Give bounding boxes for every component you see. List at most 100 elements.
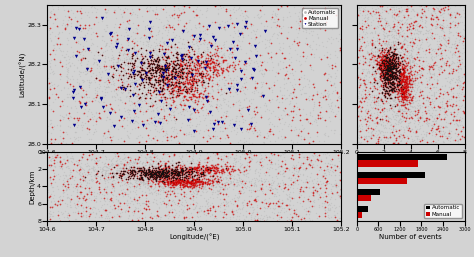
Point bbox=[385, 65, 392, 69]
Point bbox=[387, 62, 395, 66]
Point bbox=[176, 97, 184, 101]
Point bbox=[300, 73, 308, 77]
Point bbox=[458, 136, 466, 140]
Point bbox=[419, 81, 426, 86]
Point bbox=[398, 8, 405, 12]
Point bbox=[91, 88, 99, 92]
Point bbox=[63, 74, 70, 78]
Point bbox=[387, 74, 394, 78]
Point bbox=[199, 72, 207, 76]
Point bbox=[172, 76, 179, 80]
Point bbox=[182, 152, 190, 156]
Point bbox=[114, 162, 121, 166]
Point bbox=[174, 15, 182, 19]
Point bbox=[400, 73, 408, 77]
Point bbox=[455, 67, 462, 71]
Point bbox=[202, 60, 210, 65]
Point bbox=[158, 173, 165, 177]
Point bbox=[164, 84, 172, 88]
Point bbox=[167, 168, 175, 172]
Point bbox=[383, 109, 390, 113]
Point bbox=[180, 189, 187, 193]
Point bbox=[390, 56, 397, 60]
Point bbox=[162, 60, 169, 64]
Point bbox=[111, 8, 118, 12]
Point bbox=[445, 63, 453, 67]
Point bbox=[109, 70, 117, 74]
Point bbox=[356, 104, 363, 108]
Point bbox=[159, 85, 166, 89]
Point bbox=[378, 72, 386, 77]
Point bbox=[184, 79, 191, 83]
Point bbox=[193, 166, 201, 170]
Point bbox=[169, 171, 176, 176]
Point bbox=[182, 88, 189, 93]
Point bbox=[160, 176, 167, 180]
Point bbox=[402, 98, 410, 102]
Point bbox=[416, 124, 424, 128]
Point bbox=[63, 153, 70, 158]
Point bbox=[145, 155, 153, 159]
Point bbox=[195, 122, 202, 126]
Point bbox=[271, 192, 278, 196]
Point bbox=[94, 20, 101, 24]
Point bbox=[367, 57, 374, 61]
Point bbox=[195, 33, 203, 38]
Point bbox=[95, 169, 102, 173]
Point bbox=[413, 103, 420, 107]
Point bbox=[173, 179, 181, 183]
Point bbox=[152, 184, 159, 188]
Point bbox=[181, 174, 188, 178]
Point bbox=[214, 44, 221, 49]
Point bbox=[133, 85, 141, 89]
Point bbox=[178, 4, 186, 8]
Point bbox=[380, 76, 388, 80]
Point bbox=[147, 76, 155, 80]
Point bbox=[423, 48, 430, 52]
Point bbox=[411, 76, 419, 80]
Point bbox=[109, 175, 117, 179]
Point bbox=[176, 59, 183, 63]
Point bbox=[400, 100, 407, 104]
Point bbox=[406, 104, 413, 108]
Point bbox=[393, 103, 401, 107]
Point bbox=[119, 179, 127, 183]
Point bbox=[243, 203, 250, 207]
Point bbox=[391, 85, 398, 89]
Point bbox=[205, 165, 213, 169]
Point bbox=[164, 89, 172, 93]
Point bbox=[168, 90, 175, 94]
Point bbox=[274, 153, 282, 158]
Point bbox=[456, 136, 464, 141]
Point bbox=[144, 177, 151, 181]
Point bbox=[382, 81, 390, 85]
Point bbox=[172, 182, 179, 186]
Point bbox=[212, 179, 219, 183]
Point bbox=[153, 95, 160, 99]
Point bbox=[264, 215, 272, 219]
Point bbox=[382, 52, 390, 56]
Point bbox=[197, 153, 204, 157]
Point bbox=[218, 169, 226, 173]
Point bbox=[177, 167, 184, 171]
Point bbox=[173, 181, 180, 185]
Point bbox=[198, 172, 205, 177]
Point bbox=[152, 52, 160, 56]
Point bbox=[389, 60, 396, 64]
Point bbox=[187, 89, 195, 93]
Point bbox=[290, 168, 298, 172]
Point bbox=[153, 80, 160, 84]
Point bbox=[154, 174, 162, 178]
Point bbox=[361, 117, 369, 121]
Point bbox=[266, 120, 274, 124]
Point bbox=[164, 159, 172, 163]
Point bbox=[171, 125, 178, 129]
Point bbox=[186, 115, 194, 120]
Point bbox=[166, 91, 174, 96]
Point bbox=[169, 164, 177, 168]
Point bbox=[161, 77, 168, 81]
Point bbox=[303, 9, 310, 13]
Point bbox=[397, 79, 404, 83]
Point bbox=[384, 66, 392, 70]
Point bbox=[61, 157, 68, 161]
